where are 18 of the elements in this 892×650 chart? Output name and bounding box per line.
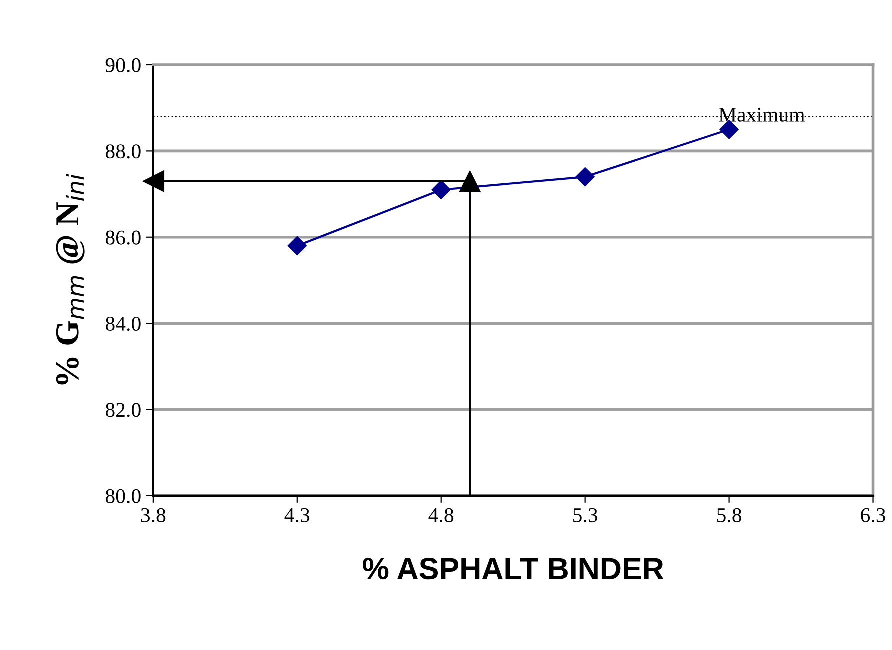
- point: [576, 168, 595, 187]
- x-tick-label: 6.3: [861, 508, 886, 523]
- y-tick-label: 86.0: [106, 230, 141, 245]
- y-tick-label: 82.0: [106, 403, 141, 418]
- point: [288, 236, 307, 256]
- y-tick-label: 88.0: [106, 144, 141, 159]
- ref-line-label: Maximum: [719, 108, 805, 122]
- x-tick-label: 4.8: [428, 508, 454, 523]
- y-tick-label: 90.0: [106, 58, 141, 73]
- x-tick-label: 4.3: [284, 508, 310, 523]
- y-tick-label: 80.0: [106, 489, 141, 504]
- x-tick-label: 5.8: [717, 508, 742, 523]
- x-tick-label: 5.3: [574, 508, 598, 523]
- y-axis-title: % G$_{mm}$ @ N$_{ini}$: [56, 174, 85, 385]
- y-tick-label: 84.0: [106, 316, 141, 332]
- x-axis-title: % ASPHALT BINDER: [363, 558, 664, 580]
- point: [432, 180, 451, 200]
- x-tick-label: 3.8: [141, 508, 166, 523]
